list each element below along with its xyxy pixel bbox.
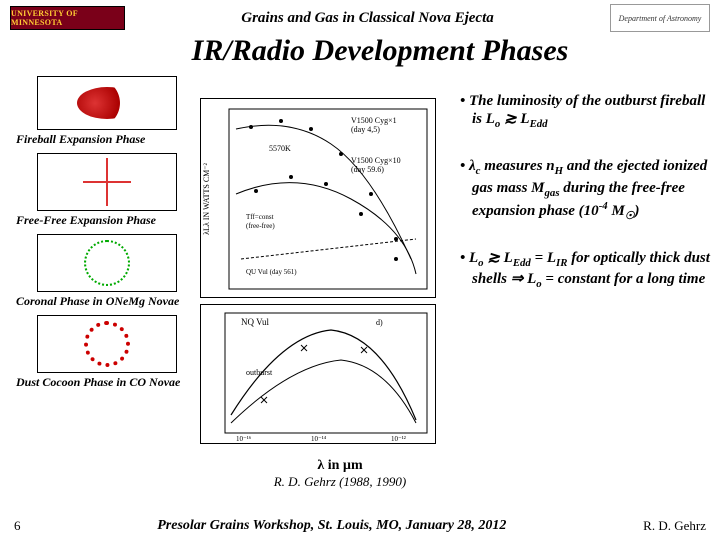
phase-block: Free-Free Expansion Phase xyxy=(12,153,202,228)
phase-label: Free-Free Expansion Phase xyxy=(12,213,202,228)
bullet-3: • Lo ≳ LEdd = LIR for optically thick du… xyxy=(460,249,710,291)
svg-text:QU Vul (day 561): QU Vul (day 561) xyxy=(246,268,297,276)
text: = constant for a long time xyxy=(542,271,706,287)
subscript: IR xyxy=(556,257,567,269)
subscript: H xyxy=(555,165,563,177)
sed-plot-bottom: NQ Vul d) outburst 10⁻¹⁶ 10⁻¹⁴ 10⁻¹² xyxy=(200,304,436,444)
caption-citation: R. D. Gehrz (1988, 1990) xyxy=(230,474,450,490)
subscript: Edd xyxy=(530,118,548,130)
text: = L xyxy=(531,250,556,266)
subscript: Edd xyxy=(513,257,531,269)
bullet-1: • The luminosity of the outburst firebal… xyxy=(460,92,710,131)
footer-workshop: Presolar Grains Workshop, St. Louis, MO,… xyxy=(157,518,506,534)
um-logo: UNIVERSITY OF MINNESOTA xyxy=(10,6,125,30)
svg-text:10⁻¹⁴: 10⁻¹⁴ xyxy=(311,435,327,443)
bullet-2: • λc measures nH and the ejected ionized… xyxy=(460,157,710,223)
svg-text:10⁻¹²: 10⁻¹² xyxy=(391,435,406,443)
phase-block: Coronal Phase in ONeMg Novae xyxy=(12,234,202,309)
coronal-diagram xyxy=(37,234,177,292)
astronomy-logo: Department of Astronomy xyxy=(610,4,710,32)
svg-text:10⁻¹⁶: 10⁻¹⁶ xyxy=(236,435,252,443)
svg-text:(free-free): (free-free) xyxy=(246,222,275,230)
phase-column: Fireball Expansion Phase Free-Free Expan… xyxy=(12,76,202,396)
svg-text:outburst: outburst xyxy=(246,368,273,377)
center-figure-column: λLλ IN WATTS CM⁻² V1500 Cyg×1 (day 4,5) … xyxy=(200,98,450,450)
svg-text:λLλ IN WATTS CM⁻²: λLλ IN WATTS CM⁻² xyxy=(202,163,211,235)
text: ≳ L xyxy=(500,111,529,127)
svg-text:(day 4,5): (day 4,5) xyxy=(351,125,380,134)
freefree-diagram xyxy=(37,153,177,211)
svg-text:V1500 Cyg×1: V1500 Cyg×1 xyxy=(351,116,397,125)
phase-block: Fireball Expansion Phase xyxy=(12,76,202,147)
fireball-diagram xyxy=(37,76,177,130)
page-number: 6 xyxy=(14,518,21,534)
cocoon-diagram xyxy=(37,315,177,373)
phase-block: Dust Cocoon Phase in CO Novae xyxy=(12,315,202,390)
text: ) xyxy=(634,203,639,219)
svg-text:5570K: 5570K xyxy=(269,144,291,153)
supertitle: Grains and Gas in Classical Nova Ejecta xyxy=(241,10,494,27)
text: measures n xyxy=(480,158,554,174)
svg-text:d): d) xyxy=(376,318,383,327)
svg-text:NQ Vul: NQ Vul xyxy=(241,317,270,327)
text: • L xyxy=(460,250,478,266)
footer-bar: 6 Presolar Grains Workshop, St. Louis, M… xyxy=(0,518,720,534)
header-bar: UNIVERSITY OF MINNESOTA Grains and Gas i… xyxy=(0,0,720,32)
text: ≳ L xyxy=(484,250,513,266)
phase-label: Fireball Expansion Phase xyxy=(12,132,202,147)
figure-caption: λ in µm R. D. Gehrz (1988, 1990) xyxy=(230,458,450,490)
svg-text:V1500 Cyg×10: V1500 Cyg×10 xyxy=(351,156,401,165)
page-title: IR/Radio Development Phases xyxy=(0,34,720,68)
superscript: -4 xyxy=(599,200,608,212)
content-area: Fireball Expansion Phase Free-Free Expan… xyxy=(0,68,720,508)
subscript: gas xyxy=(545,187,560,199)
phase-label: Dust Cocoon Phase in CO Novae xyxy=(12,375,202,390)
svg-text:Tff=const: Tff=const xyxy=(246,213,274,221)
text: M xyxy=(608,203,625,219)
phase-label: Coronal Phase in ONeMg Novae xyxy=(12,294,202,309)
footer-author: R. D. Gehrz xyxy=(643,518,706,534)
text: • λ xyxy=(460,158,476,174)
bullet-column: • The luminosity of the outburst firebal… xyxy=(460,92,710,317)
svg-text:(day 59.6): (day 59.6) xyxy=(351,165,384,174)
sed-plot-top: λLλ IN WATTS CM⁻² V1500 Cyg×1 (day 4,5) … xyxy=(200,98,436,298)
caption-units: λ in µm xyxy=(230,458,450,474)
